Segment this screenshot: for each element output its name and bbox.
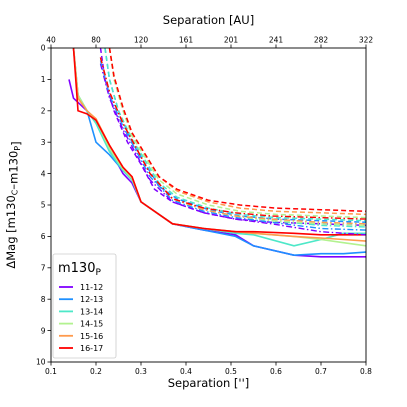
legend-label-13-14: 13-14 — [80, 307, 103, 316]
legend-title: m130P — [58, 261, 101, 278]
y-tick-label: 9 — [41, 326, 46, 335]
top-tick-label: 322 — [359, 36, 374, 45]
ticks-layer: 0.1 0.2 0.3 0.4 0.5 0.6 0.7 0.840 80 120 161 201 241… — [36, 36, 373, 377]
series-14-15-dashed-line — [108, 47, 367, 219]
legend-label-12-13: 12-13 — [80, 295, 103, 304]
series-11-12-dashdot-line — [99, 63, 367, 236]
top-tick-label: 161 — [179, 36, 194, 45]
top-tick-label: 40 — [46, 36, 56, 45]
x-axis-title: Separation [''] — [168, 376, 249, 390]
y-tick-label: 2 — [41, 107, 46, 116]
legend-entries: 11-12 12-13 13-14 14-15 15-16 16-17 — [59, 283, 103, 353]
x-tick-label: 0.4 — [180, 367, 192, 376]
y-tick-label: 7 — [41, 264, 46, 273]
y-tick-label: 8 — [41, 295, 46, 304]
series-16-17-solid-line — [72, 47, 366, 236]
legend-box — [52, 253, 117, 359]
y-tick-label: 6 — [41, 232, 46, 241]
y-tick-label: 0 — [41, 44, 46, 53]
x-tick-label: 0.8 — [360, 367, 372, 376]
legend-label-14-15: 14-15 — [80, 320, 103, 329]
legend-label-15-16: 15-16 — [80, 332, 103, 341]
legend: m130P 11-12 12-13 13-14 14-15 15-16 16-17 — [52, 253, 117, 359]
x-tick-label: 0.2 — [90, 367, 102, 376]
x-tick-label: 0.7 — [315, 367, 327, 376]
y-tick-label: 1 — [41, 75, 46, 84]
top-tick-label: 120 — [134, 36, 149, 45]
x-tick-label: 0.6 — [270, 367, 282, 376]
series-11-12-dashed-line — [99, 47, 367, 227]
top-tick-label: 201 — [224, 36, 239, 45]
series-13-14-dashed-line — [104, 47, 367, 222]
y-tick-label: 3 — [41, 138, 46, 147]
legend-label-16-17: 16-17 — [80, 344, 103, 353]
series-layer — [68, 47, 367, 258]
series-16-17-dashdot-line — [99, 57, 367, 220]
y-tick-label: 10 — [36, 358, 46, 367]
x-tick-label: 0.3 — [135, 367, 147, 376]
series-12-13-dashdot-line — [99, 60, 367, 231]
legend-label-11-12: 11-12 — [80, 283, 103, 292]
top-tick-label: 241 — [269, 36, 284, 45]
y-tick-label: 4 — [41, 169, 46, 178]
y-tick-label: 5 — [41, 201, 46, 210]
y-axis-title: ΔMag [m130C–m130P] — [4, 141, 23, 268]
top-tick-label: 282 — [314, 36, 329, 45]
x-tick-label: 0.1 — [45, 367, 57, 376]
top-tick-label: 80 — [91, 36, 101, 45]
top-axis-title: Separation [AU] — [163, 13, 254, 27]
x-tick-label: 0.5 — [225, 367, 237, 376]
